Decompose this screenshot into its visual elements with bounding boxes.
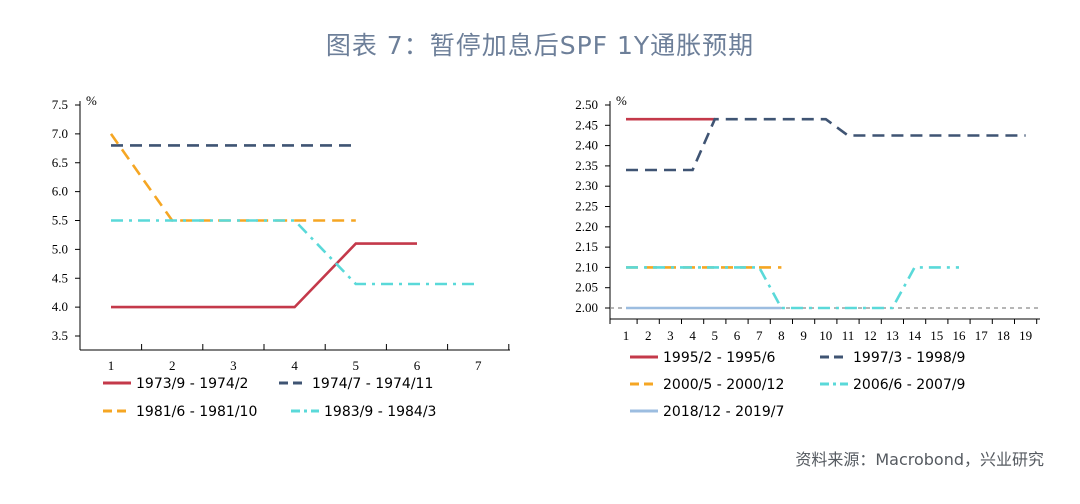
right-x-tick-label: 3 [667,328,674,343]
right-x-tick-label: 15 [930,328,943,343]
right-y-tick-label: 2.50 [575,97,598,112]
right-y-unit-label: % [616,93,627,108]
right-legend-label-3: 2000/5 - 2000/12 [663,377,784,393]
source-note: 资料来源：Macrobond，兴业研究 [795,450,1044,469]
left-legend-label-1: 1973/9 - 1974/2 [136,376,248,392]
left-x-tick-label: 7 [475,358,482,373]
right-y-tick-label: 2.45 [575,117,598,132]
right-series-line-2 [626,117,1026,172]
right-y-tick-label: 2.00 [575,300,598,315]
left-y-tick-label: 4.0 [52,299,68,314]
left-series-line-3 [109,133,356,222]
left-y-tick-label: 5.5 [52,213,68,228]
left-x-tick-label: 6 [414,358,421,373]
right-x-tick-label: 1 [623,328,630,343]
left-x-tick-label: 2 [169,358,176,373]
right-x-tick-label: 6 [734,328,741,343]
right-x-tick-label: 11 [842,328,855,343]
right-x-tick-label: 16 [953,328,967,343]
right-x-tick-label: 14 [908,328,922,343]
right-y-tick-label: 2.10 [575,259,598,274]
right-x-tick-label: 17 [975,328,989,343]
left-series-line-1 [111,242,417,309]
right-y-tick-label: 2.25 [575,199,598,214]
right-x-tick-label: 18 [997,328,1010,343]
right-y-tick-label: 2.40 [575,138,598,153]
right-legend-label-1: 1995/2 - 1995/6 [663,350,776,366]
right-legend-label-4: 2006/6 - 2007/9 [853,377,965,393]
right-x-tick-label: 7 [756,328,763,343]
right-x-tick-label: 12 [864,328,877,343]
left-legend-label-4: 1983/9 - 1984/3 [324,404,436,420]
left-y-tick-label: 5.0 [52,241,68,256]
left-y-unit-label: % [86,93,97,108]
left-x-tick-label: 1 [108,358,115,373]
right-x-tick-label: 4 [689,328,696,343]
left-series-line-4 [111,219,479,286]
figure-title: 图表 7：暂停加息后SPF 1Y通胀预期 [325,31,755,60]
right-y-tick-label: 2.05 [575,280,598,295]
right-x-tick-label: 19 [1019,328,1032,343]
left-y-tick-label: 7.5 [52,97,68,112]
right-series-line-4 [626,266,959,310]
right-x-tick-label: 8 [778,328,785,343]
left-y-tick-label: 6.0 [52,184,68,199]
right-y-tick-label: 2.30 [575,178,598,193]
left-y-tick-label: 7.0 [52,126,68,141]
right-legend-label-2: 1997/3 - 1998/9 [853,350,965,366]
left-x-tick-label: 5 [353,358,360,373]
right-y-tick-label: 2.20 [575,219,598,234]
right-y-tick-label: 2.15 [575,239,598,254]
left-legend-label-3: 1981/6 - 1981/10 [136,404,257,420]
right-x-tick-label: 2 [645,328,652,343]
right-x-tick-label: 9 [800,328,807,343]
left-x-tick-label: 3 [230,358,237,373]
right-y-tick-label: 2.35 [575,158,598,173]
right-x-tick-label: 10 [819,328,832,343]
right-x-tick-label: 5 [712,328,719,343]
right-legend-label-5: 2018/12 - 2019/7 [663,404,784,420]
left-y-tick-label: 3.5 [52,328,68,343]
left-y-tick-label: 6.5 [52,155,68,170]
left-x-tick-label: 4 [291,358,298,373]
left-y-tick-label: 4.5 [52,270,68,285]
left-legend-label-2: 1974/7 - 1974/11 [312,376,433,392]
right-x-tick-label: 13 [886,328,899,343]
